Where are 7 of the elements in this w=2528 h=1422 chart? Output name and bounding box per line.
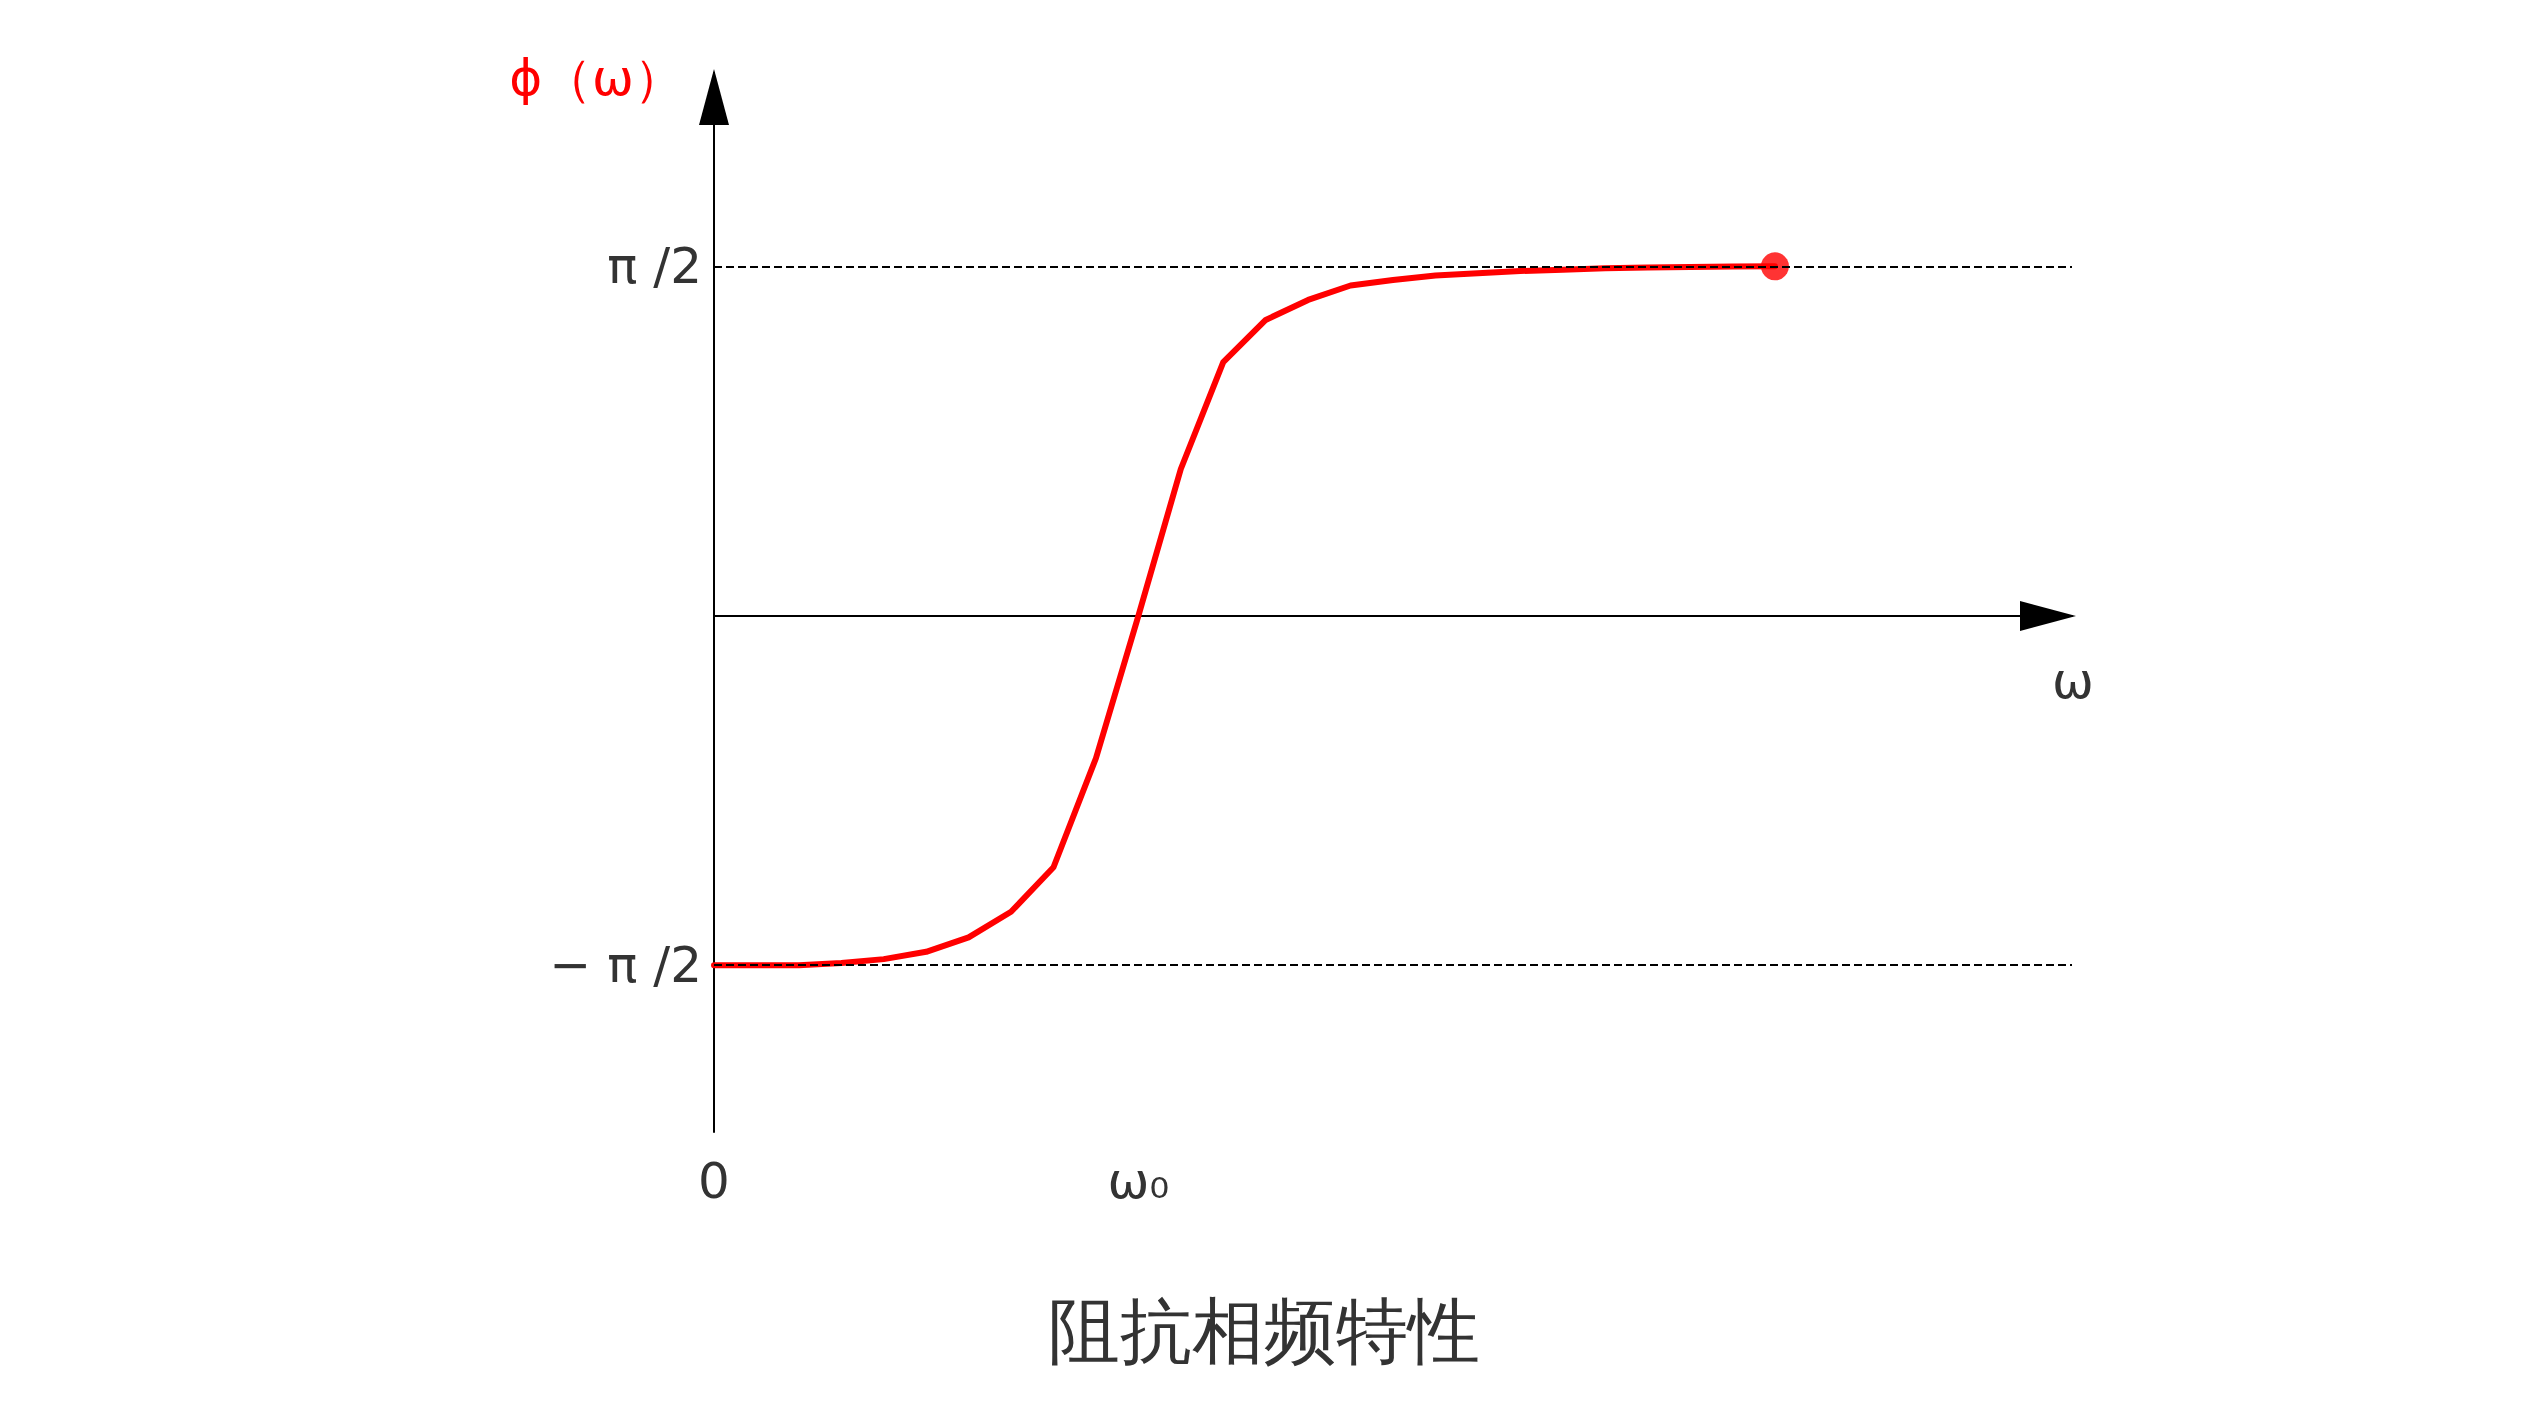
x-tick-label: ω₀ <box>1107 1152 1170 1210</box>
x-tick-label: 0 <box>698 1152 730 1210</box>
y-axis-title: ϕ（ω） <box>509 49 684 107</box>
text: 阻抗相频特性 <box>1048 1289 1480 1373</box>
x-axis-title: ω <box>2052 651 2094 710</box>
y-tick-label: − π /2 <box>549 936 702 995</box>
y-tick-label: π /2 <box>607 237 702 296</box>
